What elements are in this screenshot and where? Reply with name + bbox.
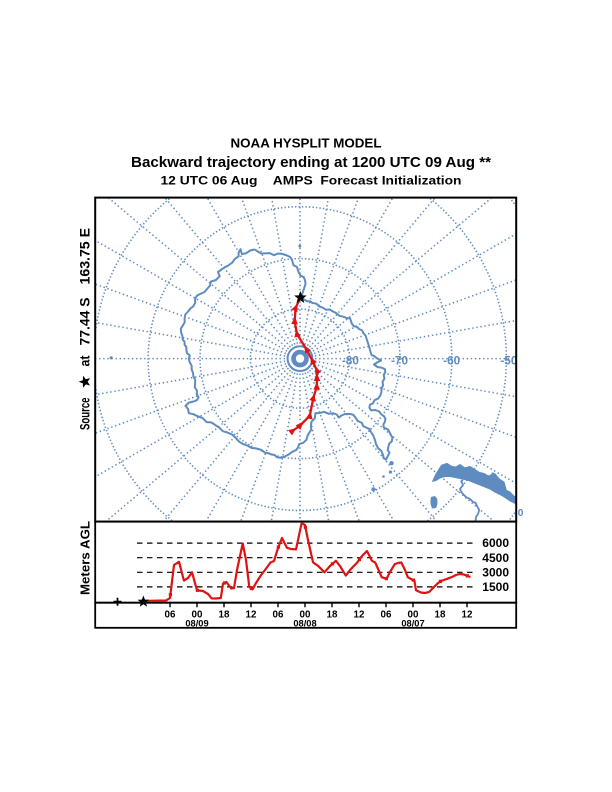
svg-text:-70: -70 <box>391 354 408 368</box>
svg-text:Backward trajectory ending at: Backward trajectory ending at 1200 UTC 0… <box>131 155 491 171</box>
svg-text:06: 06 <box>381 610 392 621</box>
svg-text:77.44 S: 77.44 S <box>78 298 94 346</box>
svg-text:4500: 4500 <box>482 551 509 565</box>
svg-text:12: 12 <box>354 610 365 621</box>
svg-text:06: 06 <box>165 610 176 621</box>
svg-text:00: 00 <box>192 610 203 621</box>
svg-text:00: 00 <box>408 610 419 621</box>
svg-text:06: 06 <box>273 610 284 621</box>
svg-text:12: 12 <box>462 610 473 621</box>
svg-text:163.75 E: 163.75 E <box>78 228 94 285</box>
svg-text:00: 00 <box>300 610 311 621</box>
svg-text:08/07: 08/07 <box>401 618 424 628</box>
svg-text:at: at <box>78 355 94 366</box>
svg-text:08/08: 08/08 <box>293 618 316 628</box>
svg-text:Meters AGL: Meters AGL <box>78 521 92 595</box>
svg-text:NOAA HYSPLIT MODEL: NOAA HYSPLIT MODEL <box>231 136 382 151</box>
svg-text:18: 18 <box>219 610 230 621</box>
svg-text:12 UTC 06 Aug AMPS Forecas: 12 UTC 06 Aug AMPS Forecast Initializati… <box>161 173 462 187</box>
svg-text:6000: 6000 <box>482 536 509 550</box>
svg-text:18: 18 <box>435 610 446 621</box>
svg-text:18: 18 <box>327 610 338 621</box>
svg-text:1500: 1500 <box>482 580 509 594</box>
svg-text:Source: Source <box>78 397 94 430</box>
svg-text:-50: -50 <box>500 354 517 368</box>
svg-text:-60: -60 <box>443 354 460 368</box>
svg-text:12: 12 <box>246 610 257 621</box>
svg-text:0: 0 <box>518 508 524 519</box>
svg-text:3000: 3000 <box>482 565 509 579</box>
svg-text:-80: -80 <box>342 354 359 368</box>
svg-text:08/09: 08/09 <box>185 618 208 628</box>
